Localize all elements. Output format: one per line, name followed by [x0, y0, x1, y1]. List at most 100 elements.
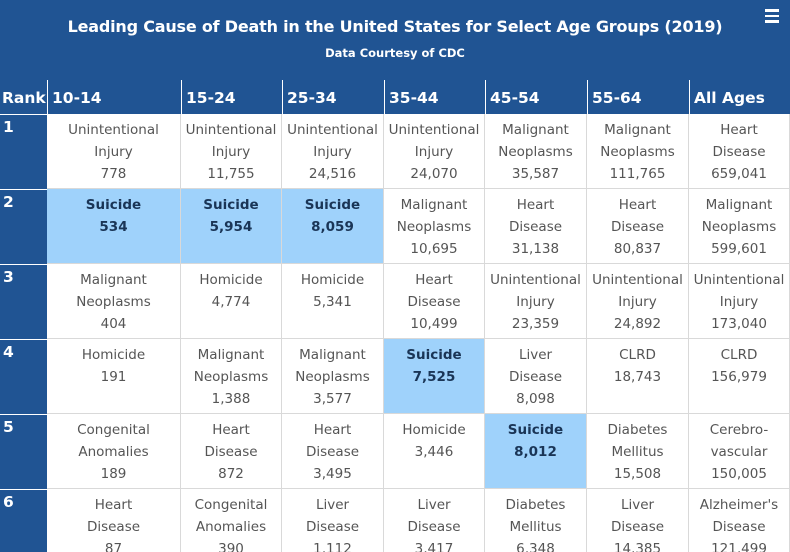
cause-label: CLRD	[619, 347, 656, 363]
rank-label: 2	[0, 189, 47, 264]
cause-label: Injury	[313, 144, 352, 160]
cause-label: Mellitus	[509, 519, 562, 535]
death-count: 31,138	[511, 241, 560, 257]
cause-label: Malignant	[502, 122, 569, 138]
table-cell: Heart Disease 80,837	[587, 189, 689, 264]
table-cell: Liver Disease 14,385	[587, 489, 689, 552]
death-count: 189	[100, 466, 127, 482]
column-header-age-55-64: 55-64	[587, 80, 689, 114]
cause-label: Injury	[211, 144, 251, 160]
rank-label: 4	[0, 339, 47, 414]
death-count: 8,059	[311, 219, 354, 235]
cause-label: Heart	[313, 422, 352, 438]
cause-label: Suicide	[507, 422, 564, 438]
death-count: 87	[104, 541, 123, 552]
cause-label: Diabetes	[607, 422, 668, 438]
cause-label: Homicide	[199, 272, 263, 288]
table-cell: Suicide 8,012	[485, 414, 587, 489]
hamburger-menu-icon[interactable]	[765, 9, 779, 23]
table-cell: Malignant Neoplasms 599,601	[689, 189, 790, 264]
cause-label: Heart	[94, 497, 133, 513]
death-count: 191	[100, 369, 127, 385]
death-count: 7,525	[412, 369, 456, 385]
table-cell: Suicide 7,525	[384, 339, 485, 414]
cause-label: Mellitus	[611, 444, 664, 460]
table-cell: Suicide 5,954	[181, 189, 282, 264]
cause-label: Anomalies	[78, 444, 149, 460]
table-cell: Heart Disease 31,138	[485, 189, 587, 264]
cause-label: Injury	[94, 144, 133, 160]
table-cell: Liver Disease 3,417	[384, 489, 485, 552]
cause-label: Neoplasms	[396, 219, 472, 235]
column-header-age-all-ages: All Ages	[689, 80, 790, 114]
cause-label: Malignant	[80, 272, 147, 288]
cause-label: Suicide	[406, 347, 462, 363]
cause-label: Malignant	[299, 347, 366, 363]
table-cell: Unintentional Injury 24,516	[282, 114, 384, 189]
cause-label: vascular	[710, 444, 768, 460]
death-count: 15,508	[613, 466, 662, 482]
rank-label: 5	[0, 414, 47, 489]
cause-label: Homicide	[300, 272, 365, 288]
table-cell: Diabetes Mellitus 6,348	[485, 489, 587, 552]
cause-label: Unintentional	[68, 122, 159, 138]
death-count: 111,765	[609, 166, 666, 182]
cause-label: Heart	[516, 197, 555, 213]
death-count: 3,495	[313, 466, 352, 482]
death-count: 5,341	[313, 294, 352, 310]
cause-label: Disease	[610, 219, 665, 235]
rank-label: 1	[0, 114, 47, 189]
death-count: 8,012	[514, 444, 557, 460]
cause-label: Malignant	[604, 122, 671, 138]
death-count: 14,385	[613, 541, 662, 552]
table-cell: Congenital Anomalies 390	[181, 489, 282, 552]
cause-label: Liver	[417, 497, 451, 513]
table-cell: Heart Disease 659,041	[689, 114, 790, 189]
cause-label: Homicide	[81, 347, 146, 363]
death-count: 24,516	[308, 166, 357, 182]
table-cell: Heart Disease 10,499	[384, 264, 485, 339]
cause-label: Disease	[508, 369, 563, 385]
cause-of-death-table: Rank 10-14 15-24 25-34 35-44 45-54 55-64 All Ag…	[0, 80, 790, 552]
column-header-age-35-44: 35-44	[384, 80, 485, 114]
table-cell: Malignant Neoplasms 10,695	[384, 189, 485, 264]
cause-label: Heart	[618, 197, 657, 213]
cause-label: Suicide	[85, 197, 142, 213]
table-cell: Heart Disease 872	[181, 414, 282, 489]
table-cell: Heart Disease 87	[47, 489, 181, 552]
cause-label: Disease	[712, 519, 766, 535]
column-header-age-45-54: 45-54	[485, 80, 587, 114]
cause-label: Disease	[86, 519, 141, 535]
chart-title: Leading Cause of Death in the United Sta…	[67, 17, 723, 36]
table-cell: Malignant Neoplasms 3,577	[282, 339, 384, 414]
cause-label: Disease	[712, 144, 766, 160]
cause-label: Unintentional	[490, 272, 581, 288]
table-cell: Liver Disease 8,098	[485, 339, 587, 414]
table-cell: Suicide 534	[47, 189, 181, 264]
cause-label: Liver	[315, 497, 350, 513]
rank-header: Rank	[2, 89, 46, 107]
table-cell: Unintentional Injury 24,070	[384, 114, 485, 189]
cause-label: Neoplasms	[295, 369, 370, 385]
cause-label: Homicide	[402, 422, 466, 438]
cause-label: Neoplasms	[498, 144, 573, 160]
cause-label: Neoplasms	[76, 294, 151, 310]
table-cell: Diabetes Mellitus 15,508	[587, 414, 689, 489]
table-cell: Homicide 5,341	[282, 264, 384, 339]
cause-label: Injury	[414, 144, 454, 160]
cause-label: Neoplasms	[600, 144, 675, 160]
death-count: 11,755	[207, 166, 255, 182]
cause-label: Disease	[204, 444, 258, 460]
table-cell: Unintentional Injury 24,892	[587, 264, 689, 339]
rank-label: 6	[0, 489, 47, 552]
table-cell: Suicide 8,059	[282, 189, 384, 264]
table-cell: Malignant Neoplasms 404	[47, 264, 181, 339]
cause-label: Disease	[610, 519, 665, 535]
cause-label: Heart	[720, 122, 758, 138]
death-count: 404	[100, 316, 127, 332]
cause-label: Disease	[407, 294, 461, 310]
death-count: 18,743	[613, 369, 662, 385]
table-cell: Cerebro-vascular 150,005	[689, 414, 790, 489]
rank-label: 3	[0, 264, 47, 339]
